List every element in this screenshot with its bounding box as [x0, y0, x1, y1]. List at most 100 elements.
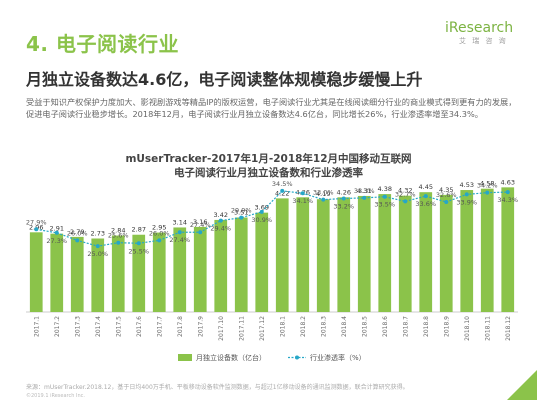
bar: [480, 188, 494, 312]
x-tick-label: 2017.8: [177, 316, 184, 337]
bar-value-label: 3.14: [173, 218, 187, 226]
bar: [152, 232, 166, 312]
legend-line-label: 行业渗透率（%）: [310, 353, 366, 362]
line-value-label: 33.0%: [313, 189, 334, 197]
bar: [173, 227, 187, 312]
line-value-label: 33.6%: [415, 200, 436, 208]
x-tick-label: 2018.10: [464, 316, 471, 341]
x-tick-label: 2018.1: [279, 316, 286, 337]
bar-value-label: 3.42: [214, 211, 228, 219]
line-point: [177, 230, 182, 235]
line-point: [280, 188, 285, 193]
bar: [91, 238, 105, 312]
bar: [70, 236, 84, 312]
bar-value-label: 2.95: [152, 224, 166, 232]
bar: [316, 199, 330, 312]
line-point: [239, 215, 244, 220]
bar: [419, 192, 433, 312]
line-point: [464, 192, 469, 197]
bar-value-label: 4.35: [439, 186, 453, 194]
x-tick-label: 2018.4: [341, 316, 348, 337]
line-value-label: 32.7%: [395, 190, 416, 198]
bar: [50, 233, 64, 312]
bar: [214, 219, 228, 312]
corner-decoration: [507, 370, 537, 400]
line-point: [444, 199, 449, 204]
logo-subtext: 艾 瑞 咨 询: [459, 37, 508, 45]
line-value-label: 34.5%: [272, 180, 293, 188]
logo-text: iResearch: [445, 20, 514, 36]
bar-value-label: 2.96: [29, 223, 43, 231]
line-point: [485, 190, 490, 195]
bar-value-label: 2.84: [111, 227, 125, 235]
chart-subtitle: 电子阅读行业月独立设备数和行业渗透率: [174, 167, 363, 179]
chart-title: mUserTracker-2017年1月-2018年12月中国移动互联网: [125, 153, 412, 165]
x-tick-label: 2018.11: [484, 316, 491, 341]
legend-bar-swatch: [178, 354, 192, 361]
line-point: [362, 195, 367, 200]
line-point: [95, 244, 100, 249]
bar-value-label: 2.79: [70, 228, 84, 236]
line-value-label: 25.0%: [87, 250, 108, 258]
line-point: [136, 241, 141, 246]
bar-value-label: 3.69: [255, 204, 269, 212]
bar-value-label: 4.22: [275, 189, 289, 197]
line-value-label: 33.9%: [456, 198, 477, 206]
x-tick-label: 2018.2: [300, 316, 307, 337]
bar: [255, 212, 269, 312]
bar: [337, 197, 351, 312]
line-value-label: 25.5%: [128, 247, 149, 255]
line-point: [300, 191, 305, 196]
headline: 月独立设备数达4.6亿，电子阅读整体规模稳步缓慢上升: [26, 70, 423, 89]
x-tick-label: 2017.6: [136, 316, 143, 337]
line-point: [423, 194, 428, 199]
x-tick-label: 2017.11: [238, 316, 245, 341]
bar: [275, 198, 289, 312]
line-point: [218, 218, 223, 223]
line-point: [403, 199, 408, 204]
iresearch-logo: iResearch 艾 瑞 咨 询: [445, 20, 525, 54]
line-value-label: 34.1%: [292, 197, 313, 205]
line-point: [341, 196, 346, 201]
line-value-label: 27.9%: [26, 218, 47, 226]
x-tick-label: 2017.4: [95, 316, 102, 337]
x-tick-label: 2017.12: [259, 316, 266, 341]
line-value-label: 33.2%: [333, 202, 354, 210]
line-point: [75, 238, 80, 243]
x-tick-label: 2017.9: [197, 316, 204, 337]
x-tick-label: 2018.8: [423, 316, 430, 337]
line-value-label: 33.3%: [354, 187, 375, 195]
x-tick-label: 2017.5: [115, 316, 122, 337]
bar: [234, 217, 248, 312]
line-value-label: 30.9%: [251, 216, 272, 224]
bar-value-label: 3.16: [193, 218, 207, 226]
bar: [439, 194, 453, 312]
bar-value-label: 4.26: [337, 188, 351, 196]
bar-value-label: 4.58: [480, 180, 494, 188]
legend-line-marker: [295, 355, 299, 360]
line-value-label: 29.4%: [210, 225, 231, 233]
bar: [132, 234, 146, 312]
line-point: [157, 238, 162, 243]
legend-bar-label: 月独立设备数（亿台）: [196, 353, 266, 362]
x-tick-label: 2018.9: [443, 316, 450, 337]
footer-source: 来源：mUserTracker.2018.12，基于日均400万手机、平板移动设…: [26, 384, 409, 391]
line-value-label: 25.6%: [108, 232, 129, 240]
body-paragraph: 受益于知识产权保护力度加大、影视剧游戏等精品IP的版权运营，电子阅读行业尤其是在…: [26, 97, 517, 119]
line-value-label: 26.0%: [67, 229, 88, 237]
line-value-label: 34.2%: [477, 182, 498, 190]
line-value-label: 34.3%: [497, 196, 518, 204]
section-title: 4. 电子阅读行业: [26, 32, 179, 56]
line-point: [505, 190, 510, 195]
bar: [193, 226, 207, 312]
bar-value-label: 4.19: [316, 190, 330, 198]
line-value-label: 27.3%: [46, 237, 67, 245]
line-value-label: 27.4%: [190, 221, 211, 229]
bar-value-label: 4.38: [378, 185, 392, 193]
x-tick-label: 2018.3: [320, 316, 327, 337]
bar: [378, 194, 392, 312]
bar: [501, 187, 515, 312]
bar-value-label: 2.87: [132, 226, 146, 234]
bar-value-label: 4.45: [419, 183, 433, 191]
